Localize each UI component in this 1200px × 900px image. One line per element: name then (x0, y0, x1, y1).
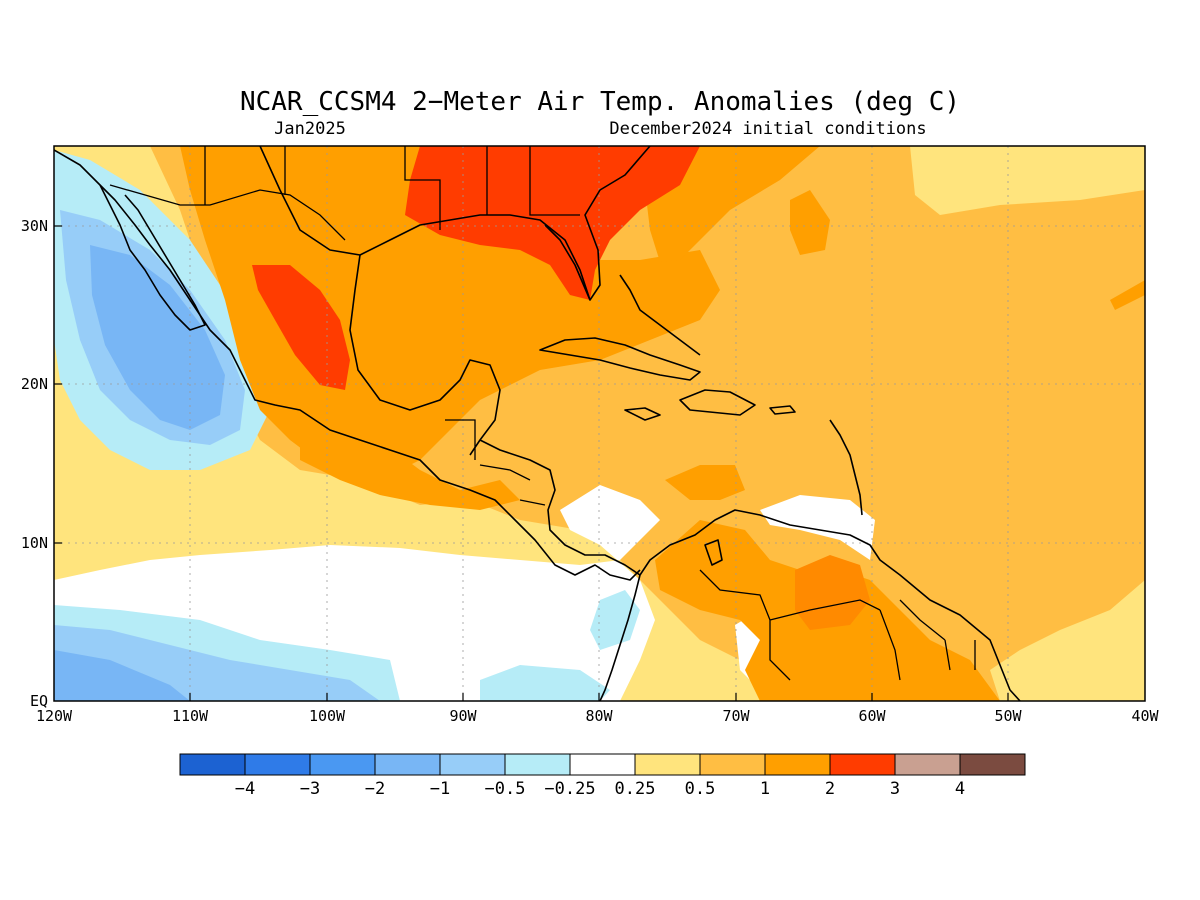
coastline-hispaniola (679, 389, 756, 416)
field-orange-atlantic-east (790, 190, 830, 255)
colorbar-swatch (244, 753, 311, 776)
political-borders (109, 146, 976, 681)
valid-month-label: Jan2025 (274, 119, 346, 139)
field-white-venezuela (760, 495, 875, 560)
lon-tick-label: 120W (36, 707, 73, 725)
coastline-jamaica (624, 407, 661, 421)
coastline-gulf-of-mexico (259, 146, 651, 301)
colorbar-swatch (504, 753, 571, 776)
lon-tick-label: 40W (1131, 707, 1159, 725)
colorbar-swatch (179, 753, 246, 776)
colorbar-swatch (699, 753, 766, 776)
field-yellow-southeast (990, 580, 1145, 701)
lon-tick-label: 100W (309, 707, 346, 725)
axis-ticks (54, 225, 1009, 701)
graticule (54, 146, 1145, 701)
colorbar-swatch (569, 753, 636, 776)
colorbar-label: −4 (235, 779, 255, 799)
field-orange-gulf-mexico (180, 146, 720, 480)
coastline-baja-california (99, 184, 206, 331)
lon-tick-label: 70W (722, 707, 750, 725)
field-red-southeast-us (405, 146, 700, 300)
field-orange-east-atlantic-sliver (1110, 280, 1145, 310)
coastline-florida (544, 224, 591, 301)
lon-tick-label: 60W (858, 707, 886, 725)
init-conditions-label: December2024 initial conditions (609, 119, 926, 139)
colorbar-swatch (439, 753, 506, 776)
colorbar-swatch (634, 753, 701, 776)
field-yellow-northeast (910, 146, 1145, 215)
field-lightblue-galapagos (480, 665, 610, 701)
colorbar-swatch (829, 753, 896, 776)
colorbar-swatch (959, 753, 1026, 776)
colorbar-label: 1 (760, 779, 770, 799)
border-us-states (204, 146, 580, 230)
colorbar-label: −0.5 (485, 779, 526, 799)
colorbar-swatch (309, 753, 376, 776)
coastline-mexico-east (349, 254, 501, 456)
colorbar-label: 3 (890, 779, 900, 799)
colorbar-label: 2 (825, 779, 835, 799)
border-us-mexico (109, 184, 346, 241)
field-deep-orange-venezuela (795, 555, 870, 630)
lon-tick-label: 50W (994, 707, 1022, 725)
field-orange-central-america (300, 420, 520, 510)
field-blue-south-pacific (54, 650, 190, 701)
colorbar-label: 4 (955, 779, 965, 799)
field-blue-baja (90, 245, 225, 430)
colorbar-label: −3 (300, 779, 320, 799)
coastline-lesser-antilles (829, 419, 863, 516)
coastline-cuba (539, 337, 701, 381)
field-red-mexico (252, 265, 350, 390)
coastline-bahamas (619, 274, 701, 356)
coastline-lake-maracaibo (704, 539, 723, 566)
map-title: NCAR_CCSM4 2−Meter Air Temp. Anomalies (… (240, 87, 960, 117)
coastlines (54, 146, 1021, 701)
colorbar-label: 0.25 (615, 779, 656, 799)
lon-tick-label: 110W (172, 707, 209, 725)
colorbar-swatch (894, 753, 961, 776)
colorbar-label: −1 (430, 779, 450, 799)
colorbar-label: −2 (365, 779, 385, 799)
lat-tick-label: 20N (21, 375, 48, 393)
lat-tick-label: EQ (30, 692, 48, 710)
border-south-america (699, 569, 976, 681)
colorbar-label: −0.25 (544, 779, 595, 799)
coastline-south-america-pacific (599, 574, 641, 701)
colorbar-swatch (764, 753, 831, 776)
coastline-pacific-mexico (54, 149, 641, 581)
colorbar-label: 0.5 (685, 779, 716, 799)
lat-tick-label: 10N (21, 534, 48, 552)
border-central-america (445, 419, 546, 506)
field-lightblue-panama (590, 590, 640, 650)
lat-tick-label: 30N (21, 217, 48, 235)
coastline-south-america-north (639, 509, 1021, 701)
lon-tick-label: 90W (449, 707, 477, 725)
coastline-central-america-caribbean (479, 439, 641, 576)
colorbar-swatch (374, 753, 441, 776)
field-orange-caribbean-blob (665, 465, 745, 500)
map-field (54, 146, 1145, 701)
colorbar: −4 −3 −2 −1 −0.5 −0.25 0.25 0.5 1 2 3 4 (179, 753, 1026, 799)
coastline-puerto-rico (769, 405, 796, 415)
lon-tick-label: 80W (585, 707, 613, 725)
